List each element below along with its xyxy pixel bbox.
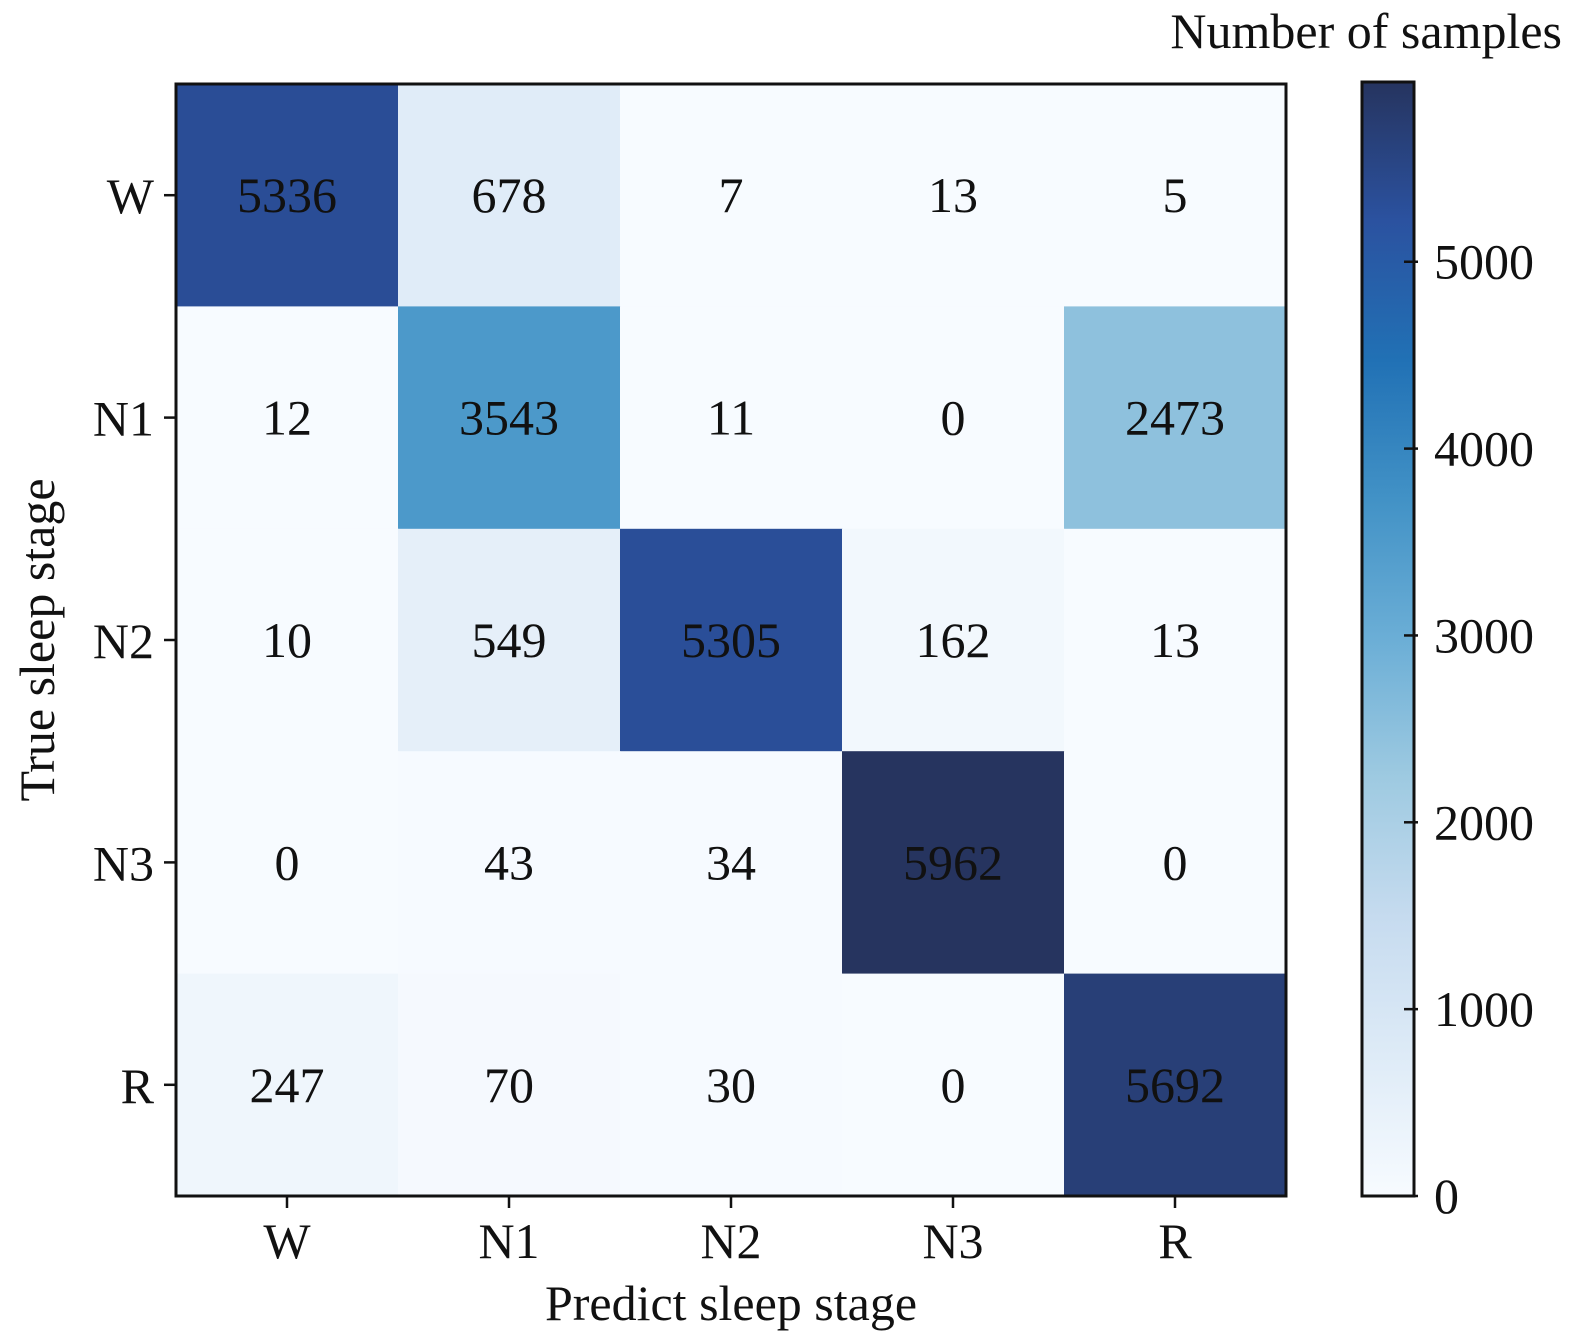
heatmap-cell xyxy=(398,751,621,975)
cell-value-label: 13 xyxy=(1150,612,1200,668)
heatmap-cell xyxy=(842,84,1065,307)
heatmap-cell xyxy=(620,84,843,307)
heatmap-cell xyxy=(842,973,1065,1197)
cell-value-label: 34 xyxy=(706,834,756,890)
colorbar-tick-label: 3000 xyxy=(1434,607,1534,663)
heatmap-cell xyxy=(176,84,399,307)
cell-value-label: 5305 xyxy=(681,612,781,668)
cell-value-label: 0 xyxy=(941,390,966,446)
cell-value-label: 0 xyxy=(275,834,300,890)
y-tick-label: N3 xyxy=(93,835,154,891)
heatmap-cell xyxy=(176,751,399,975)
cell-value-label: 0 xyxy=(1163,834,1188,890)
heatmap-cell xyxy=(1064,306,1287,530)
cell-value-label: 30 xyxy=(706,1057,756,1113)
colorbar-tick-label: 5000 xyxy=(1434,234,1534,290)
cell-value-label: 43 xyxy=(484,834,534,890)
y-tick-label: W xyxy=(107,168,155,224)
cell-value-label: 0 xyxy=(941,1057,966,1113)
x-axis-ticks: W N1 N2 N3 R xyxy=(263,1196,1192,1269)
cell-value-label: 678 xyxy=(472,167,547,223)
heatmap-cell xyxy=(1064,751,1287,975)
cell-value-label: 2473 xyxy=(1125,390,1225,446)
heatmap-cell xyxy=(842,528,1065,752)
heatmap-cell xyxy=(176,973,399,1197)
heatmap-cell xyxy=(620,528,843,752)
x-tick-label: W xyxy=(263,1213,311,1269)
cell-value-label: 247 xyxy=(250,1057,325,1113)
heatmap-cell xyxy=(1064,528,1287,752)
heatmap-cell xyxy=(842,306,1065,530)
cell-value-label: 10 xyxy=(262,612,312,668)
cell-value-label: 11 xyxy=(707,390,755,446)
heatmap-cell xyxy=(398,84,621,307)
cell-value-label: 3543 xyxy=(459,390,559,446)
y-tick-label: R xyxy=(121,1058,155,1114)
heatmap-cell xyxy=(620,751,843,975)
y-tick-label: N1 xyxy=(93,391,154,447)
cell-value-label: 12 xyxy=(262,390,312,446)
heatmap-cell xyxy=(176,528,399,752)
cell-value-label: 549 xyxy=(472,612,547,668)
heatmap-cell xyxy=(398,973,621,1197)
heatmap-cell xyxy=(842,751,1065,975)
cell-value-label: 5692 xyxy=(1125,1057,1225,1113)
heatmap-cell-labels: 5336 678 7 13 5 12 3543 11 0 2473 10 549 5305 162 13 0 4… xyxy=(237,167,1225,1113)
heatmap-cell xyxy=(1064,973,1287,1197)
heatmap-cell xyxy=(620,973,843,1197)
heatmap-cell xyxy=(398,306,621,530)
colorbar-label: Number of samples xyxy=(1170,3,1562,59)
cell-value-label: 162 xyxy=(916,612,991,668)
cell-value-label: 5962 xyxy=(903,834,1003,890)
cell-value-label: 7 xyxy=(719,167,744,223)
cell-value-label: 5336 xyxy=(237,167,337,223)
heatmap-cell xyxy=(620,306,843,530)
colorbar-tick-label: 2000 xyxy=(1434,794,1534,850)
y-axis-ticks: W N1 N2 N3 R xyxy=(93,168,176,1114)
colorbar xyxy=(1360,80,1416,1198)
x-tick-label: N1 xyxy=(478,1213,539,1269)
colorbar-ticks: 0 1000 2000 3000 4000 5000 xyxy=(1404,234,1534,1224)
heatmap-cell xyxy=(176,306,399,530)
cell-value-label: 70 xyxy=(484,1057,534,1113)
colorbar-tick-label: 4000 xyxy=(1434,421,1534,477)
x-tick-label: N2 xyxy=(700,1213,761,1269)
x-tick-label: R xyxy=(1158,1213,1192,1269)
x-tick-label: N3 xyxy=(922,1213,983,1269)
y-axis-label: True sleep stage xyxy=(9,478,65,801)
heatmap-cell xyxy=(398,528,621,752)
cell-value-label: 13 xyxy=(928,167,978,223)
x-axis-label: Predict sleep stage xyxy=(545,1275,917,1331)
y-tick-label: N2 xyxy=(93,613,154,669)
heatmap-cells xyxy=(176,84,1287,1197)
colorbar-tick-label: 1000 xyxy=(1434,981,1534,1037)
cell-value-label: 5 xyxy=(1163,167,1188,223)
heatmap-cell xyxy=(1064,84,1287,307)
colorbar-tick-label: 0 xyxy=(1434,1168,1459,1224)
